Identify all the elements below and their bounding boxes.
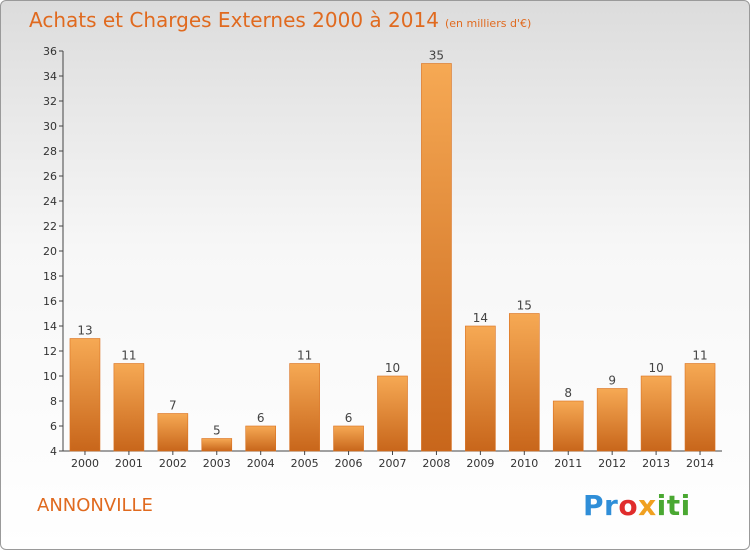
x-tick-label: 2000 bbox=[71, 457, 99, 470]
y-tick-label: 30 bbox=[43, 120, 57, 133]
bar-value-label: 5 bbox=[213, 424, 221, 438]
y-tick-label: 12 bbox=[43, 345, 57, 358]
bar-value-label: 35 bbox=[429, 49, 444, 63]
bar-value-label: 6 bbox=[257, 411, 265, 425]
y-tick-label: 16 bbox=[43, 295, 57, 308]
chart-subtitle: (en milliers d'€) bbox=[444, 17, 532, 30]
bar-value-label: 7 bbox=[169, 399, 177, 413]
x-tick-label: 2003 bbox=[203, 457, 231, 470]
x-tick-label: 2002 bbox=[159, 457, 187, 470]
bar bbox=[640, 375, 672, 452]
bar-value-label: 10 bbox=[385, 361, 400, 375]
x-tick-label: 2012 bbox=[598, 457, 626, 470]
bar-value-label: 14 bbox=[473, 311, 488, 325]
bar bbox=[684, 363, 716, 452]
y-tick-label: 4 bbox=[50, 445, 57, 458]
x-tick-label: 2014 bbox=[686, 457, 714, 470]
logo-part-4: iti bbox=[656, 489, 691, 522]
y-tick-label: 32 bbox=[43, 95, 57, 108]
x-tick-label: 2009 bbox=[466, 457, 494, 470]
bar-value-label: 8 bbox=[564, 386, 572, 400]
chart-title-text: Achats et Charges Externes 2000 à 2014 bbox=[29, 8, 439, 32]
y-tick-label: 6 bbox=[50, 420, 57, 433]
bar-value-label: 11 bbox=[692, 349, 707, 363]
y-tick-label: 34 bbox=[43, 70, 57, 83]
y-tick-label: 18 bbox=[43, 270, 57, 283]
y-tick-label: 22 bbox=[43, 220, 57, 233]
x-tick-label: 2005 bbox=[291, 457, 319, 470]
y-tick-label: 20 bbox=[43, 245, 57, 258]
chart-title: Achats et Charges Externes 2000 à 2014 (e… bbox=[29, 8, 531, 32]
bar-value-label: 11 bbox=[121, 349, 136, 363]
x-tick-label: 2006 bbox=[335, 457, 363, 470]
bar-value-label: 13 bbox=[77, 324, 92, 338]
y-tick-label: 10 bbox=[43, 370, 57, 383]
x-tick-label: 2001 bbox=[115, 457, 143, 470]
bar bbox=[333, 425, 364, 452]
bar bbox=[421, 63, 452, 452]
y-tick-label: 26 bbox=[43, 170, 57, 183]
bar-value-label: 10 bbox=[648, 361, 663, 375]
bar-value-label: 11 bbox=[297, 349, 312, 363]
logo-part-3: x bbox=[638, 489, 657, 522]
bar bbox=[245, 425, 276, 452]
bar bbox=[69, 338, 101, 452]
bar-value-label: 9 bbox=[608, 374, 616, 388]
bar bbox=[596, 388, 628, 452]
y-tick-label: 8 bbox=[50, 395, 57, 408]
bar-value-label: 6 bbox=[345, 411, 353, 425]
x-tick-label: 2004 bbox=[247, 457, 275, 470]
proxiti-logo: Proxiti bbox=[583, 489, 691, 522]
bar bbox=[377, 375, 408, 452]
logo-part-1: Pr bbox=[583, 489, 619, 522]
y-tick-label: 14 bbox=[43, 320, 57, 333]
x-tick-label: 2008 bbox=[422, 457, 450, 470]
place-name: ANNONVILLE bbox=[37, 495, 153, 516]
bar bbox=[465, 325, 496, 452]
x-tick-label: 2013 bbox=[642, 457, 670, 470]
x-tick-label: 2011 bbox=[554, 457, 582, 470]
bar-value-label: 15 bbox=[517, 299, 532, 313]
bar bbox=[113, 363, 145, 452]
logo-part-2: o bbox=[618, 489, 639, 522]
bar bbox=[157, 413, 189, 452]
y-tick-label: 36 bbox=[43, 45, 57, 58]
x-tick-label: 2007 bbox=[379, 457, 407, 470]
bar bbox=[552, 400, 584, 452]
y-tick-label: 28 bbox=[43, 145, 57, 158]
y-tick-label: 24 bbox=[43, 195, 57, 208]
bar bbox=[201, 438, 233, 452]
bar bbox=[289, 363, 320, 452]
x-tick-label: 2010 bbox=[510, 457, 538, 470]
bar bbox=[508, 313, 540, 452]
